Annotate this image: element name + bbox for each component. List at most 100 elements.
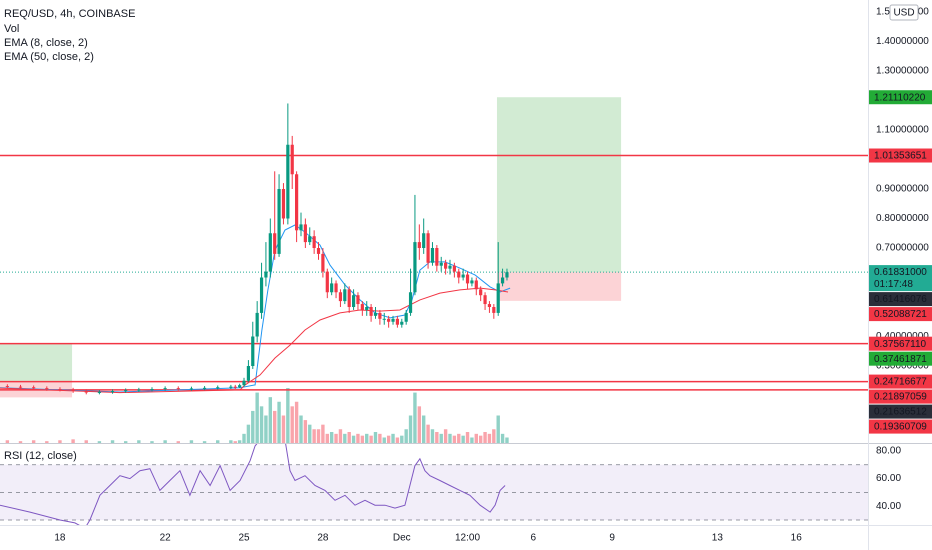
candle-body	[408, 292, 413, 313]
price-label: 1.21110220	[874, 92, 926, 103]
volume-bar	[308, 424, 312, 443]
candle-body	[470, 280, 474, 284]
loss-zone	[496, 272, 622, 301]
volume-bar	[97, 441, 102, 443]
price-label: 0.24716677	[874, 377, 927, 388]
volume-bar	[202, 441, 207, 443]
candle-body	[387, 318, 391, 322]
candle-body	[373, 312, 378, 316]
volume-bar	[251, 410, 255, 443]
volume-bar	[290, 406, 294, 443]
profit-zone	[0, 343, 73, 382]
candle-body	[216, 387, 220, 389]
candle-body	[71, 389, 75, 392]
volume-bar	[268, 397, 273, 443]
volume-bar	[286, 388, 290, 443]
volume-bar	[84, 440, 88, 443]
volume-bar	[421, 415, 426, 443]
x-tick-label: 18	[54, 533, 66, 544]
volume-bar	[45, 441, 49, 443]
volume-bar	[176, 441, 180, 443]
x-tick-label: 25	[238, 533, 250, 544]
currency-label[interactable]: USD	[893, 8, 914, 19]
price-label: 0.52088721	[874, 309, 927, 320]
candle-body	[487, 304, 492, 308]
volume-bar	[31, 440, 36, 443]
volume-bar	[378, 433, 382, 443]
candle-body	[474, 280, 478, 290]
volume-bar	[373, 432, 378, 443]
volume-bar	[465, 432, 470, 443]
y-tick-label: 1.10000000	[876, 125, 929, 136]
x-tick-label: 6	[530, 533, 536, 544]
candle-body	[351, 295, 356, 308]
candle-body	[378, 312, 382, 319]
candle-body	[150, 389, 154, 391]
candle-body	[259, 277, 264, 313]
volume-bar	[58, 440, 62, 443]
y-tick-label: 1.30000000	[876, 66, 929, 77]
volume-bar	[294, 401, 299, 443]
candle-body	[400, 321, 404, 325]
candle-body	[435, 248, 439, 266]
price-label-box	[869, 336, 932, 351]
candle-body	[465, 274, 470, 284]
currency-button[interactable]	[889, 4, 919, 21]
candle-body	[316, 248, 321, 254]
volume-bar	[237, 440, 242, 443]
volume-bar	[413, 392, 417, 443]
volume-bar	[123, 441, 128, 443]
volume-bar	[500, 433, 505, 443]
volume-bar	[351, 435, 356, 443]
ema-legend: EMA (50, close, 2)	[4, 51, 94, 63]
price-label-box	[869, 404, 932, 419]
candle-body	[457, 271, 461, 278]
candle-body	[273, 233, 277, 254]
volume-bar	[439, 433, 443, 443]
candle-body	[492, 307, 496, 313]
y-tick-label: 0.80000000	[876, 213, 929, 224]
volume-bar	[395, 437, 400, 443]
candle-body	[430, 248, 435, 263]
x-tick-label: Dec	[393, 533, 411, 544]
candle-body	[452, 265, 456, 272]
candle-body	[483, 295, 487, 305]
candle-body	[137, 389, 141, 391]
candle-body	[395, 318, 399, 325]
price-label-box	[869, 419, 932, 434]
candle-body	[277, 189, 281, 254]
price-label: 0.61416076	[874, 294, 927, 305]
price-label: 0.37461871	[874, 354, 927, 365]
candle-body	[343, 289, 347, 302]
rsi-pane	[0, 444, 868, 525]
volume-bar	[505, 437, 509, 443]
candle-body	[321, 253, 325, 272]
candle-body	[255, 312, 259, 337]
x-tick-label: 22	[160, 533, 172, 544]
candle-body	[391, 318, 395, 322]
y-tick-label: 0.90000000	[876, 184, 929, 195]
ema-line	[0, 224, 511, 393]
volume-bar	[255, 392, 259, 443]
rsi-line	[0, 444, 506, 525]
volume-bar	[334, 433, 338, 443]
candle-body	[246, 366, 251, 381]
volume-bar	[259, 406, 264, 443]
candle-body	[426, 233, 430, 263]
volume-bar	[18, 441, 23, 443]
candle-body	[84, 391, 88, 393]
volume-bar	[329, 432, 334, 443]
candle-body	[338, 292, 343, 302]
candle-body	[505, 272, 509, 278]
candle-body	[404, 312, 408, 322]
volume-bar	[71, 439, 75, 443]
volume-bar	[303, 420, 308, 443]
volume-bar	[448, 433, 452, 443]
volume-bar	[316, 429, 321, 443]
volume-bar	[312, 429, 316, 443]
volume-bar	[246, 424, 251, 443]
volume-bar	[382, 437, 386, 443]
volume-bar	[347, 432, 351, 443]
candle-body	[58, 389, 62, 391]
volume-bar	[417, 406, 422, 443]
